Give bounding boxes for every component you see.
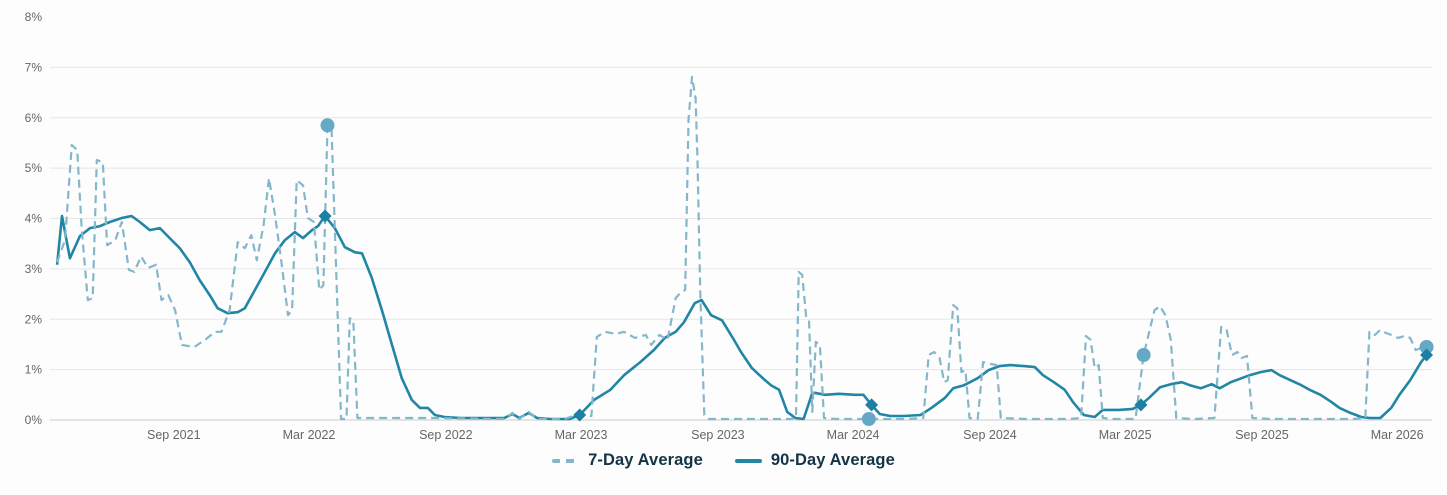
legend-item-90day-average[interactable]: 90-Day Average	[734, 451, 895, 470]
dashed-line-swatch	[552, 458, 580, 463]
ninety-day-average-line	[55, 214, 1428, 421]
ninety-day-average-marker[interactable]	[1134, 398, 1148, 412]
y-axis-tick-label: 6%	[25, 111, 43, 125]
x-axis-tick-label: Sep 2025	[1235, 428, 1289, 442]
y-axis-tick-label: 1%	[25, 363, 43, 377]
chart-legend: 7-Day Average 90-Day Average	[0, 451, 1447, 470]
y-axis-tick-label: 2%	[25, 312, 43, 326]
line-chart: 0% 1% 2% 3% 4% 5% 6% 7% 8% Sep 2021 Mar 2022 Sep 20…	[25, 10, 1434, 442]
y-axis-tick-label: 8%	[25, 10, 43, 24]
x-axis-tick-label: Sep 2021	[147, 428, 201, 442]
y-axis-tick-label: 0%	[25, 413, 43, 427]
x-axis-tick-label: Mar 2025	[1099, 428, 1152, 442]
ninety-day-average-marker[interactable]	[573, 408, 587, 422]
y-axis-tick-label: 5%	[25, 161, 43, 175]
x-axis-tick-label: Mar 2024	[827, 428, 880, 442]
x-axis-tick-label: Mar 2023	[555, 428, 608, 442]
x-axis-tick-label: Sep 2023	[691, 428, 745, 442]
legend-label-7day-average: 7-Day Average	[588, 451, 703, 469]
solid-line-swatch	[734, 458, 762, 463]
x-axis-tick-label: Sep 2022	[419, 428, 473, 442]
ninety-day-average-marker[interactable]	[1420, 348, 1434, 362]
legend-label-90day-average: 90-Day Average	[770, 451, 895, 469]
x-axis-tick-label: Sep 2024	[963, 428, 1017, 442]
legend-item-7day-average[interactable]: 7-Day Average	[552, 451, 703, 470]
ninety-day-average-marker[interactable]	[865, 398, 879, 412]
seven-day-average-marker[interactable]	[1419, 339, 1434, 354]
x-axis-tick-label: Mar 2022	[283, 428, 336, 442]
seven-day-average-marker[interactable]	[1136, 348, 1151, 363]
x-axis-tick-label: Mar 2026	[1371, 428, 1424, 442]
seven-day-average-marker[interactable]	[320, 118, 335, 133]
y-axis-tick-label: 4%	[25, 212, 43, 226]
ninety-day-average-marker[interactable]	[318, 209, 332, 223]
seven-day-average-line	[56, 75, 1427, 421]
y-axis-tick-label: 7%	[25, 60, 43, 74]
y-axis-tick-label: 3%	[25, 262, 43, 276]
seven-day-average-marker[interactable]	[861, 411, 876, 426]
